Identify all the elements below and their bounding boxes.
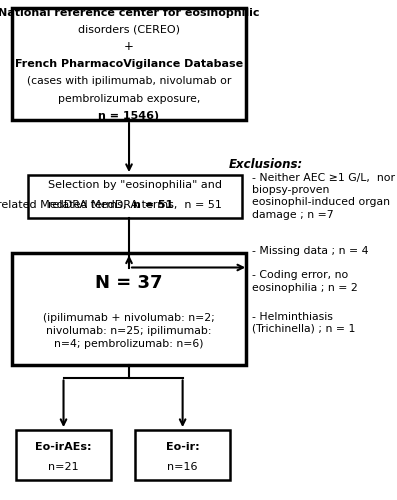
Bar [12,252,246,365]
Text: - Helminthiasis
(Trichinella) ; n = 1: - Helminthiasis (Trichinella) ; n = 1 [252,312,355,334]
Text: n=16: n=16 [168,462,198,471]
Bar [135,430,230,480]
Bar [28,175,242,218]
Text: - Missing data ; n = 4: - Missing data ; n = 4 [252,246,368,256]
Text: related MedDRA terms,  n = 51: related MedDRA terms, n = 51 [48,200,222,210]
Text: (ipilimumab + nivolumab: n=2;
nivolumab: n=25; ipilimumab:
n=4; pembrolizumab: n: (ipilimumab + nivolumab: n=2; nivolumab:… [43,313,215,350]
Text: n=21: n=21 [48,462,79,471]
Text: - Neither AEC ≥1 G/L,  nor
biopsy-proven
eosinophil-induced organ
damage ; n =7: - Neither AEC ≥1 G/L, nor biopsy-proven … [252,172,395,220]
Text: Eo-ir:: Eo-ir: [166,442,199,452]
Text: +: + [124,40,134,54]
Text: disorders (CEREO): disorders (CEREO) [78,24,180,35]
Text: Eo-irAEs:: Eo-irAEs: [35,442,92,452]
Text: pembrolizumab exposure,: pembrolizumab exposure, [58,94,200,104]
Text: Selection by "eosinophilia" and: Selection by "eosinophilia" and [48,180,222,190]
Text: French PharmacoVigilance Database: French PharmacoVigilance Database [15,60,243,70]
Text: n = 51: n = 51 [133,200,173,210]
Bar [16,430,111,480]
Text: related MedDRA terms,: related MedDRA terms, [0,200,133,210]
Bar [12,8,246,120]
Text: N = 37: N = 37 [95,274,163,292]
Text: - Coding error, no
eosinophilia ; n = 2: - Coding error, no eosinophilia ; n = 2 [252,270,358,293]
Text: (cases with ipilimumab, nivolumab or: (cases with ipilimumab, nivolumab or [27,76,231,86]
Text: related MedDRA terms,  n = 51: related MedDRA terms, n = 51 [48,200,222,210]
Text: National reference center for eosinophilic: National reference center for eosinophil… [0,8,260,18]
Text: n = 1546): n = 1546) [98,111,160,121]
Text: Exclusions:: Exclusions: [229,158,303,170]
